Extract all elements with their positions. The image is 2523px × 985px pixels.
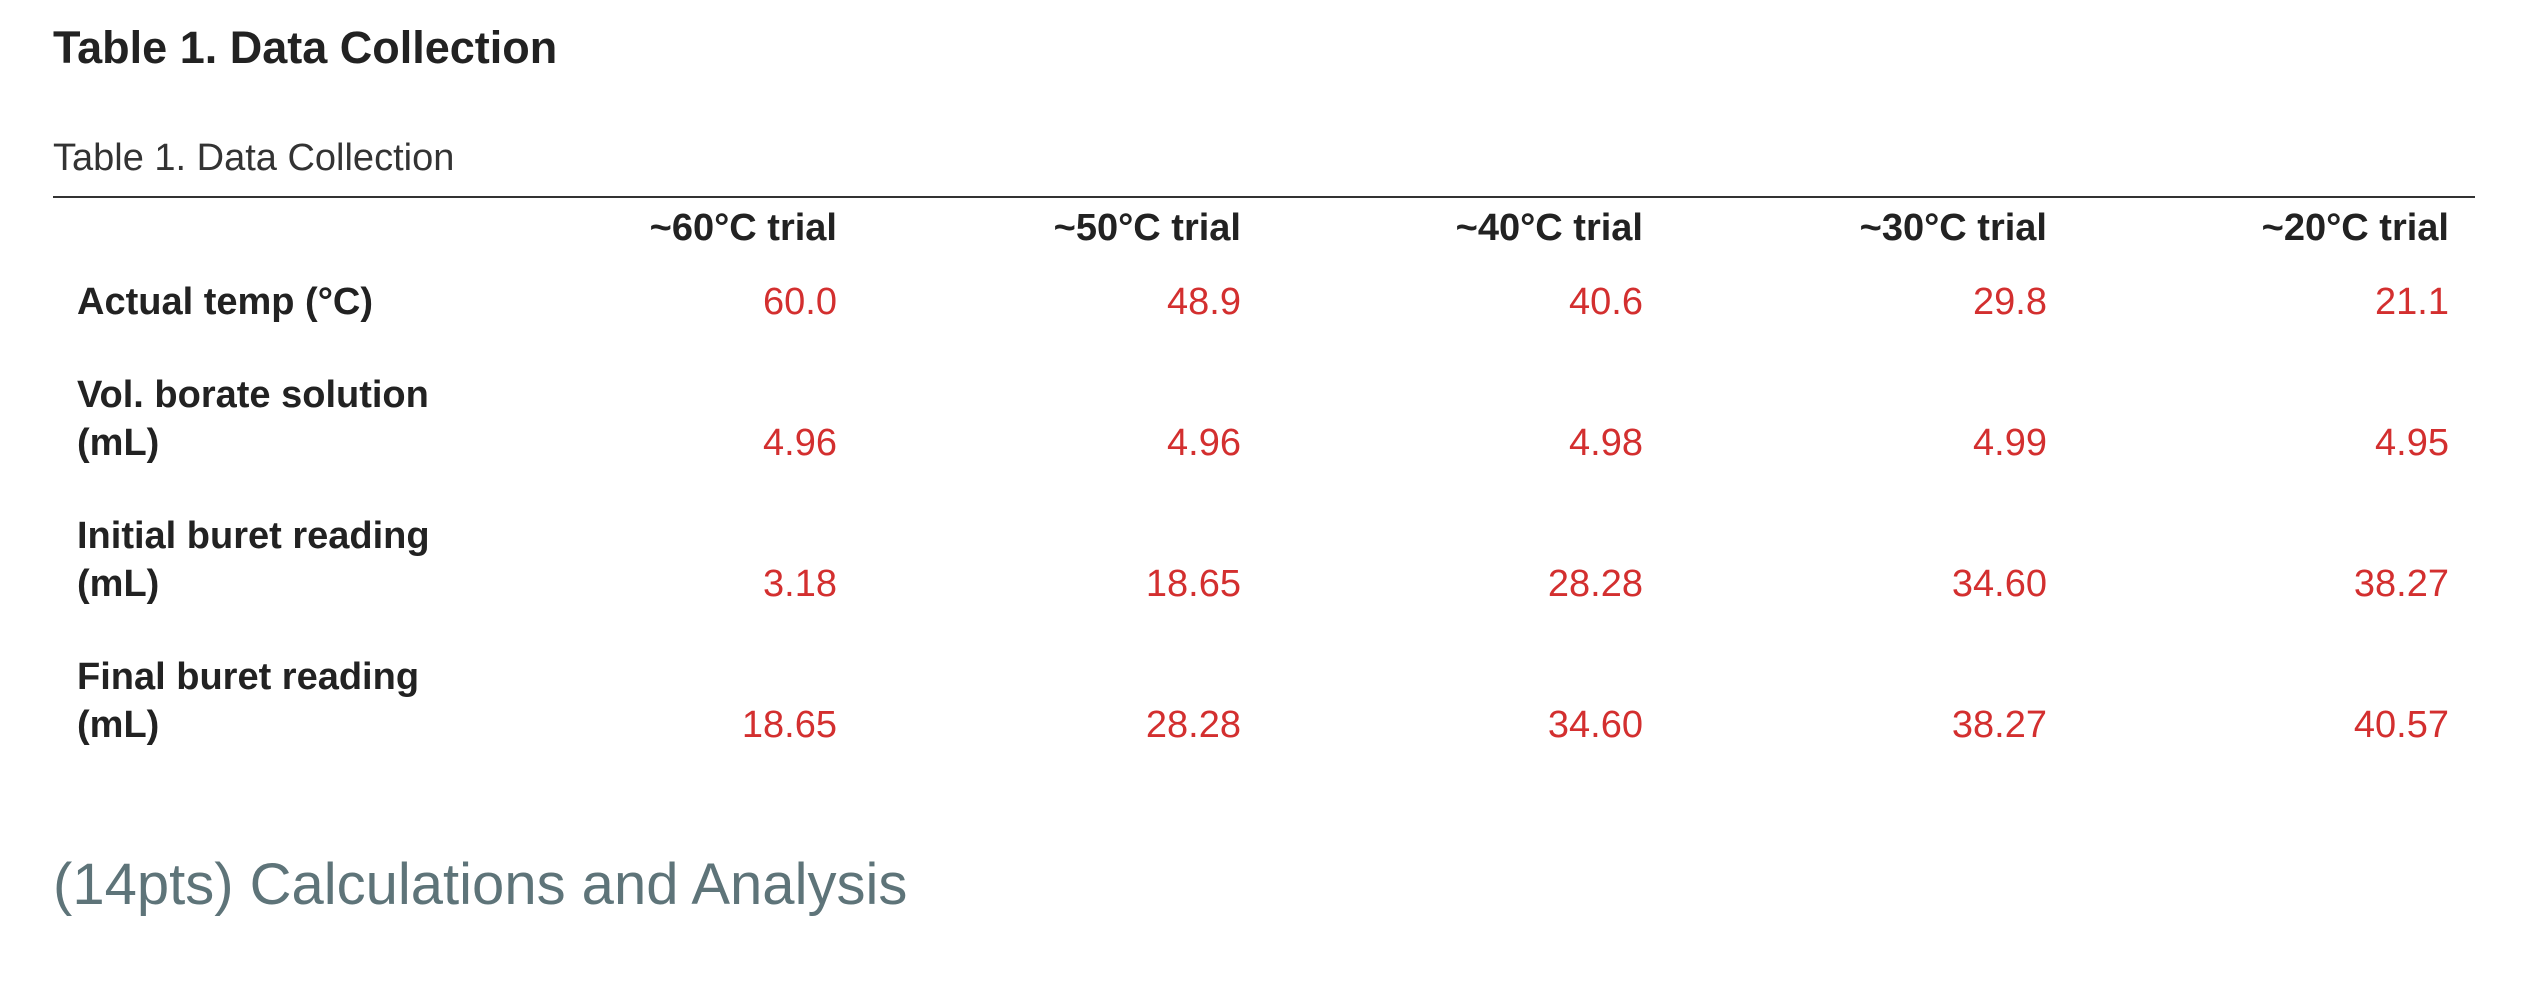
table-body: Actual temp (°C) 60.0 48.9 40.6 29.8 21.1 Vol.… bbox=[0, 278, 2523, 749]
cell-value: 4.98 bbox=[1569, 422, 1643, 464]
table-row: Actual temp (°C) 60.0 48.9 40.6 29.8 21.1 bbox=[0, 278, 2523, 326]
cell-value: 4.95 bbox=[2375, 422, 2449, 464]
column-header: ~20°C trial bbox=[2261, 207, 2449, 249]
row-label: Vol. borate solution (mL) bbox=[77, 374, 429, 464]
table-row: Final buret reading (mL) 18.65 28.28 34.60 3… bbox=[0, 653, 2523, 749]
cell-value: 29.8 bbox=[1973, 281, 2047, 323]
column-header: ~60°C trial bbox=[649, 207, 837, 249]
table-caption: Table 1. Data Collection bbox=[53, 137, 455, 179]
cell-value: 40.6 bbox=[1569, 281, 1643, 323]
cell-value: 34.60 bbox=[1951, 563, 2047, 605]
cell-value: 4.99 bbox=[1973, 422, 2047, 464]
cell-value: 21.1 bbox=[2375, 281, 2449, 323]
row-label: Actual temp (°C) bbox=[77, 281, 373, 323]
table-header: ~60°C trial ~50°C trial ~40°C trial ~30°C t… bbox=[0, 204, 2523, 252]
cell-value: 38.27 bbox=[1951, 704, 2047, 746]
section-heading: (14pts) Calculations and Analysis bbox=[53, 852, 908, 917]
cell-value: 3.18 bbox=[763, 563, 837, 605]
cell-value: 60.0 bbox=[763, 281, 837, 323]
cell-value: 4.96 bbox=[1167, 422, 1241, 464]
cell-value: 18.65 bbox=[1145, 563, 1241, 605]
row-label: Final buret reading (mL) bbox=[77, 656, 420, 746]
page-title: Table 1. Data Collection bbox=[53, 22, 558, 73]
cell-value: 4.96 bbox=[763, 422, 837, 464]
cell-value: 38.27 bbox=[2353, 563, 2449, 605]
cell-value: 28.28 bbox=[1145, 704, 1241, 746]
column-header: ~50°C trial bbox=[1053, 207, 1241, 249]
column-header: ~30°C trial bbox=[1859, 207, 2047, 249]
table-row: Vol. borate solution (mL) 4.96 4.96 4.98 4.9… bbox=[0, 371, 2523, 467]
row-label: Initial buret reading (mL) bbox=[77, 515, 430, 605]
table-row: Initial buret reading (mL) 3.18 18.65 28.28… bbox=[0, 512, 2523, 608]
column-header: ~40°C trial bbox=[1455, 207, 1643, 249]
cell-value: 18.65 bbox=[741, 704, 837, 746]
cell-value: 28.28 bbox=[1547, 563, 1643, 605]
cell-value: 48.9 bbox=[1167, 281, 1241, 323]
table-rule bbox=[53, 196, 2475, 198]
cell-value: 40.57 bbox=[2353, 704, 2449, 746]
cell-value: 34.60 bbox=[1547, 704, 1643, 746]
